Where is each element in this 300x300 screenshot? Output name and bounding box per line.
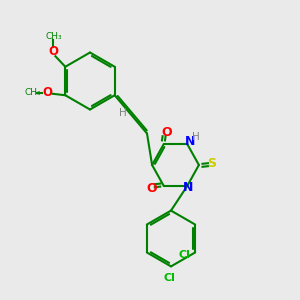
Text: H: H	[192, 132, 200, 142]
Text: CH₃: CH₃	[46, 32, 62, 40]
Text: O: O	[161, 126, 172, 139]
Text: Cl: Cl	[179, 250, 190, 260]
Text: H: H	[118, 108, 126, 118]
Text: O: O	[42, 86, 52, 99]
Text: N: N	[184, 135, 195, 148]
Text: CH₃: CH₃	[24, 88, 40, 97]
Text: N: N	[183, 181, 194, 194]
Text: Cl: Cl	[164, 273, 175, 284]
Text: O: O	[48, 45, 58, 58]
Text: O: O	[146, 182, 157, 195]
Text: S: S	[207, 157, 216, 170]
